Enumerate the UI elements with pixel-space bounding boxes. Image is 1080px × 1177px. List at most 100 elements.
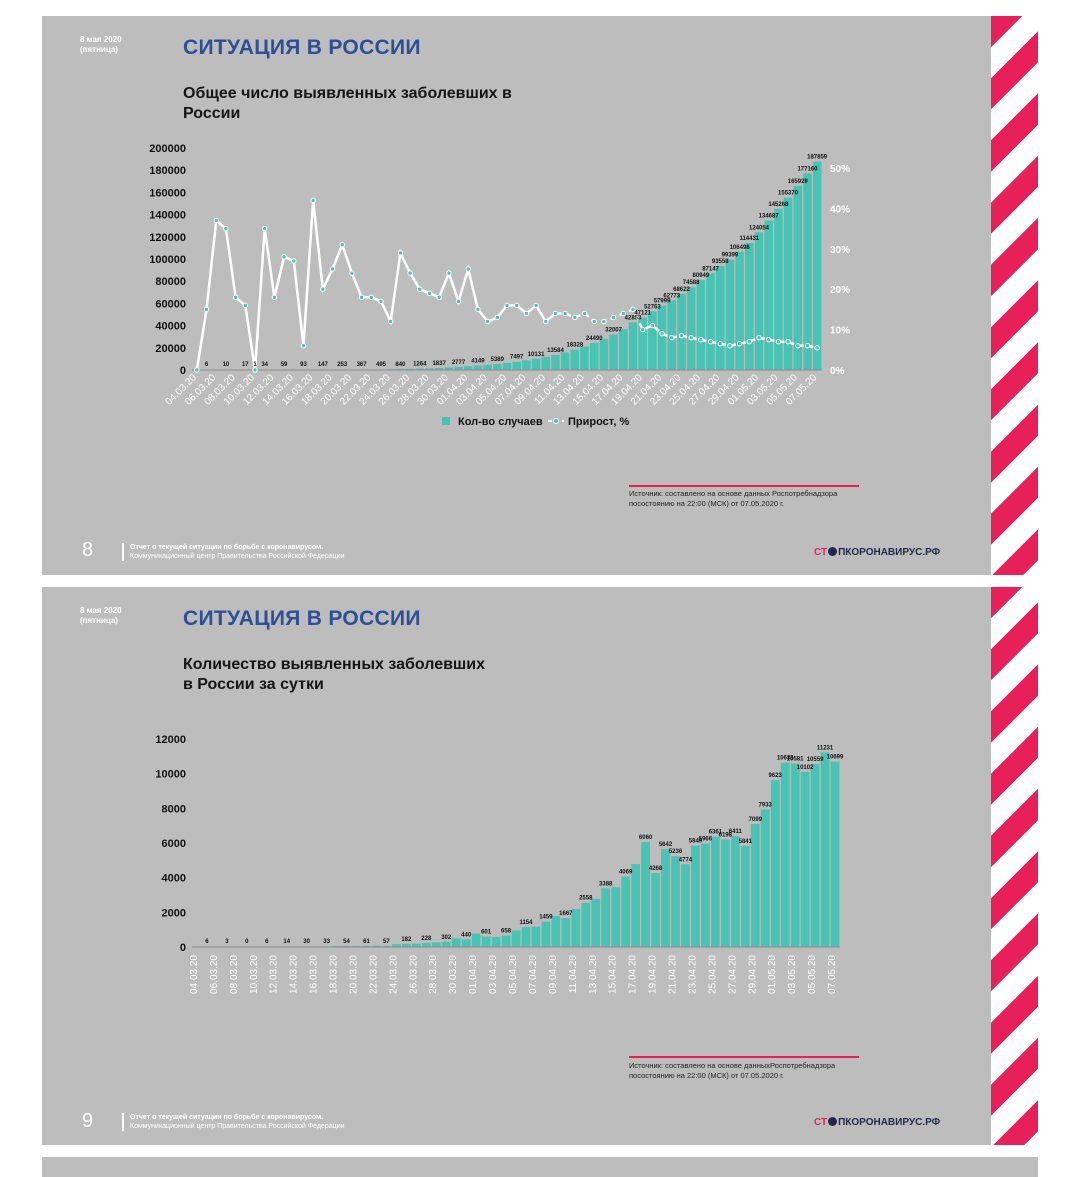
growth-point — [592, 319, 596, 323]
data-label: 0 — [245, 939, 249, 945]
bar — [803, 173, 811, 370]
x-tick-label: 26.03.20 — [408, 955, 419, 994]
data-label: 24490 — [586, 336, 603, 342]
data-label: 5642 — [659, 842, 673, 848]
bar — [811, 764, 820, 947]
bar — [522, 927, 531, 947]
growth-point — [670, 335, 674, 339]
growth-point — [253, 368, 257, 372]
growth-point — [602, 319, 606, 323]
x-tick-label: 11.04.20 — [568, 955, 579, 994]
x-tick-label: 24.03.20 — [388, 955, 399, 994]
data-label: 3388 — [599, 881, 613, 887]
x-tick-label: 16.03.20 — [309, 955, 320, 994]
legend-marker — [554, 419, 559, 424]
source-divider — [629, 485, 859, 487]
data-label: 59 — [281, 362, 288, 368]
bar — [611, 887, 620, 947]
data-label: 114431 — [739, 236, 759, 242]
growth-point — [243, 303, 247, 307]
y-tick-label: 10000 — [155, 769, 186, 781]
x-tick-label: 08.03.20 — [229, 955, 240, 994]
bar — [601, 888, 610, 947]
legend-label: Кол-во случаев — [458, 416, 543, 428]
y-tick-label: 140000 — [149, 210, 186, 222]
growth-point — [437, 295, 441, 299]
y-tick-label: 80000 — [155, 276, 186, 288]
data-label: 840 — [395, 362, 406, 368]
x-tick-label: 03.05.20 — [787, 955, 798, 994]
data-label: 4149 — [471, 358, 485, 364]
data-label: 177160 — [797, 166, 818, 172]
bar — [432, 942, 441, 947]
y-tick-label: 60000 — [155, 298, 186, 310]
bar — [412, 944, 421, 947]
data-label: 10559 — [807, 757, 824, 763]
y-tick-label: 40000 — [155, 321, 186, 333]
x-tick-label: 12.03.20 — [269, 955, 280, 994]
bar — [741, 846, 750, 947]
bar — [771, 780, 780, 947]
bar — [532, 927, 541, 947]
data-label: 10581 — [787, 757, 804, 763]
x-tick-label: 27.04.20 — [727, 955, 738, 994]
data-label: 34 — [261, 362, 268, 368]
bar — [706, 273, 714, 370]
x-tick-label: 01.04.20 — [468, 955, 479, 994]
data-label: 253 — [337, 362, 348, 368]
y-tick-label: 0 — [180, 942, 186, 954]
y-tick-label: 120000 — [149, 232, 186, 244]
data-label: 134687 — [759, 213, 780, 219]
x-tick-label: 03.04.20 — [488, 955, 499, 994]
growth-point — [650, 323, 654, 327]
virus-icon — [828, 1117, 837, 1126]
slide-daily-cases: 8 мая 2020 (пятница) СИТУАЦИЯ В РОССИИ К… — [42, 587, 1038, 1145]
growth-point — [757, 335, 761, 339]
growth-point — [340, 243, 344, 247]
bar — [571, 909, 580, 947]
growth-point — [388, 319, 392, 323]
data-label: 7497 — [510, 355, 524, 361]
source-note: Источник: составлено на основе данныхРос… — [629, 1061, 835, 1081]
growth-point — [321, 287, 325, 291]
growth-point — [466, 267, 470, 271]
data-label: 99399 — [722, 253, 739, 259]
growth-point — [359, 295, 363, 299]
bar — [422, 943, 431, 947]
data-label: 4774 — [679, 857, 693, 863]
x-tick-label: 28.03.20 — [428, 955, 439, 994]
x-tick-label: 21.04.20 — [668, 955, 679, 994]
footer-note: Отчет о текущей ситуации по борьбе с кор… — [122, 1113, 345, 1131]
data-label: 11231 — [817, 745, 834, 751]
growth-point — [301, 344, 305, 348]
growth-point — [737, 342, 741, 346]
data-label: 5389 — [491, 357, 505, 363]
bar — [631, 864, 640, 947]
growth-point — [447, 271, 451, 275]
y-tick-label: 12000 — [155, 734, 186, 746]
growth-point — [282, 255, 286, 259]
source-note: Источник: составлено на основе данных Ро… — [629, 489, 837, 509]
bar — [691, 846, 700, 947]
x-tick-label: 14.03.20 — [289, 955, 300, 994]
bar — [697, 280, 705, 370]
y2-tick-label: 30% — [830, 245, 850, 256]
growth-point — [495, 315, 499, 319]
y-tick-label: 180000 — [149, 165, 186, 177]
data-label: 57999 — [654, 299, 671, 305]
x-tick-label: 17.04.20 — [628, 955, 639, 994]
data-label: 165929 — [788, 179, 809, 185]
growth-point — [262, 226, 266, 230]
data-label: 4268 — [649, 866, 663, 872]
page-number: 8 — [82, 539, 93, 562]
data-label: 6 — [265, 939, 269, 945]
growth-point — [747, 340, 751, 344]
bar — [442, 942, 451, 947]
growth-point — [611, 315, 615, 319]
growth-point — [689, 335, 693, 339]
y2-tick-label: 0% — [830, 366, 845, 377]
bar — [581, 903, 590, 947]
bar — [794, 186, 802, 370]
x-tick-label: 20.03.20 — [348, 955, 359, 994]
